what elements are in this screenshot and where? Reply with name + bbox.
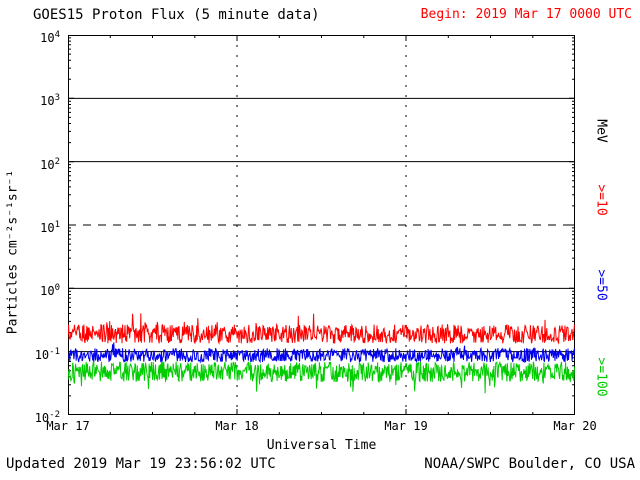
x-tick-label-2: Mar 19 [384, 419, 428, 433]
flux-series->=10 [68, 313, 575, 345]
y-tick-label-10e0: 100 [40, 283, 60, 299]
y-axis-label: Particles cm⁻²s⁻¹sr⁻¹ [5, 169, 21, 335]
y-tick-label-10e2: 102 [40, 156, 60, 172]
plot-area [68, 35, 575, 415]
flux-series->=50 [68, 342, 575, 364]
flux-series->=100 [68, 360, 575, 394]
x-tick-label-1: Mar 18 [215, 419, 259, 433]
x-axis-tick-labels: Mar 17 Mar 18 Mar 19 Mar 20 [46, 419, 596, 435]
plot-border [68, 35, 575, 415]
y-tick-label-10e1: 101 [40, 220, 60, 235]
chart-title: GOES15 Proton Flux (5 minute data) [33, 7, 320, 23]
y-tick-label-10e-1: 10-1 [34, 346, 60, 362]
y-axis-tick-labels: 104 103 102 101 100 10-1 10-2 [0, 0, 64, 480]
y-tick-label-10e4: 104 [40, 30, 60, 45]
y-tick-label-10e3: 103 [40, 93, 60, 109]
x-tick-label-0: Mar 17 [46, 419, 90, 433]
updated-timestamp: Updated 2019 Mar 19 23:56:02 UTC [6, 456, 276, 472]
series-label->=100: >=100 [593, 357, 609, 397]
x-axis-label: Universal Time [266, 438, 377, 453]
begin-timestamp: Begin: 2019 Mar 17 0000 UTC [420, 7, 632, 22]
source-attribution: NOAA/SWPC Boulder, CO USA [424, 456, 635, 472]
y-tick-label-10e-2: 10-2 [34, 410, 60, 425]
right-axis-unit-label: MeV [593, 119, 609, 143]
series-label->=10: >=10 [593, 184, 609, 216]
x-tick-label-3: Mar 20 [553, 419, 597, 433]
series-label->=50: >=50 [593, 269, 609, 301]
